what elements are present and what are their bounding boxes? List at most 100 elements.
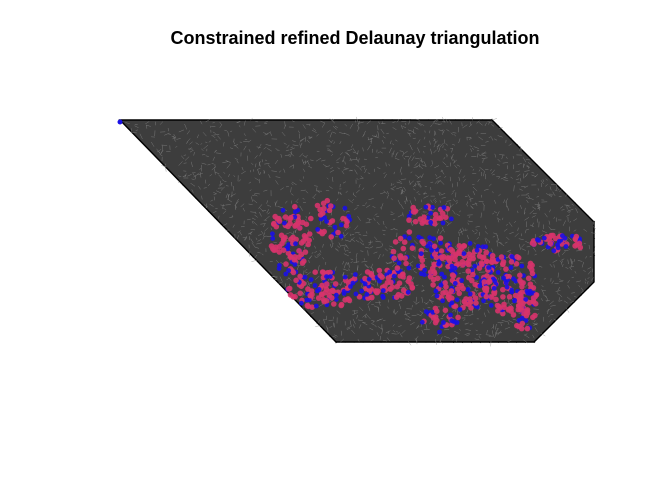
data-point-pink (448, 246, 454, 253)
data-point-blue (438, 282, 444, 288)
data-point-blue (492, 278, 498, 284)
data-point-pink (465, 268, 472, 274)
data-point-pink (456, 250, 462, 256)
data-point-pink (468, 305, 474, 311)
data-point-pink (519, 283, 525, 290)
data-point-blue (430, 309, 436, 315)
data-point-blue (339, 222, 344, 228)
chart-title: Constrained refined Delaunay triangulati… (170, 28, 540, 48)
data-point-blue (509, 254, 515, 259)
data-point-blue (405, 289, 411, 295)
data-point-blue (481, 298, 486, 304)
data-point-pink (443, 289, 449, 296)
data-point-blue (377, 278, 382, 284)
data-point-blue (422, 267, 428, 273)
data-point-pink (369, 294, 375, 301)
data-point-pink (529, 270, 536, 277)
data-point-pink (332, 281, 339, 287)
data-point-blue (467, 291, 473, 297)
data-point-blue (341, 289, 347, 294)
data-point-pink (420, 240, 427, 247)
data-point-blue (442, 274, 447, 280)
data-point-pink (498, 254, 505, 260)
data-point-blue (416, 234, 422, 240)
data-point-pink (297, 290, 304, 297)
data-point-blue (429, 248, 434, 253)
data-point-blue (380, 288, 386, 293)
data-point-pink (464, 260, 470, 266)
data-point-blue (313, 303, 319, 309)
data-point-blue (342, 205, 348, 211)
data-point-blue (516, 318, 522, 323)
data-point-blue (423, 309, 429, 314)
data-point-pink (510, 312, 517, 318)
data-point-pink (308, 215, 314, 222)
data-point-pink (305, 241, 312, 248)
data-point-blue (318, 216, 324, 222)
data-point-pink (406, 229, 413, 235)
data-point-blue (428, 220, 434, 225)
data-point-pink (480, 254, 487, 260)
data-point-blue (524, 288, 530, 294)
data-point-blue (380, 295, 386, 300)
data-point-pink (432, 211, 439, 218)
data-point-blue (523, 318, 529, 323)
data-point-pink (372, 288, 379, 294)
data-point-pink (456, 243, 463, 249)
data-point-blue (418, 271, 424, 277)
data-point-blue (541, 235, 547, 241)
data-point-pink (517, 272, 523, 279)
data-point-pink (530, 314, 536, 321)
data-point-blue (483, 244, 489, 250)
data-point-pink (512, 292, 519, 299)
data-point-blue (315, 227, 320, 232)
data-point-pink (342, 297, 349, 303)
data-point-blue (327, 274, 333, 279)
data-point-blue (324, 274, 329, 279)
data-point-blue (449, 268, 454, 273)
data-point-pink (390, 248, 397, 255)
data-point-pink (379, 274, 385, 280)
data-point-pink (292, 203, 298, 210)
data-point-blue (436, 261, 441, 267)
data-point-blue (495, 270, 501, 275)
data-point-pink (421, 218, 427, 224)
data-point-pink (327, 288, 333, 295)
data-point-blue (563, 244, 569, 249)
data-point-blue (406, 265, 412, 271)
data-point-pink (326, 292, 333, 299)
data-point-blue (292, 209, 298, 215)
data-point-blue (488, 303, 494, 308)
data-point-pink (531, 241, 537, 247)
data-point-pink (445, 263, 452, 270)
data-point-pink (517, 307, 524, 313)
data-point-pink (455, 314, 461, 321)
data-point-blue (322, 215, 328, 221)
data-point-blue (334, 292, 339, 298)
data-point-pink (434, 275, 441, 282)
data-point-pink (327, 269, 333, 276)
data-point-pink (388, 279, 394, 286)
data-point-pink (307, 292, 314, 299)
data-point-blue (276, 266, 282, 271)
data-point-pink (314, 202, 321, 209)
data-point-pink (385, 275, 392, 281)
data-point-pink (466, 255, 473, 261)
data-point-pink (450, 252, 457, 258)
data-point-pink (319, 282, 325, 289)
data-point-pink (455, 286, 461, 292)
data-point-blue (512, 298, 518, 303)
data-point-pink (518, 325, 525, 332)
data-point-pink (400, 245, 407, 252)
data-point-blue (364, 292, 370, 297)
data-point-pink (406, 275, 413, 281)
data-point-pink (280, 247, 287, 253)
data-point-blue (465, 287, 471, 292)
data-point-pink (508, 259, 515, 265)
data-point-blue (293, 241, 298, 247)
corner-point (117, 119, 123, 125)
data-point-pink (483, 285, 489, 292)
data-point-pink (394, 265, 401, 271)
data-point-blue (402, 234, 407, 240)
data-point-pink (459, 259, 466, 265)
